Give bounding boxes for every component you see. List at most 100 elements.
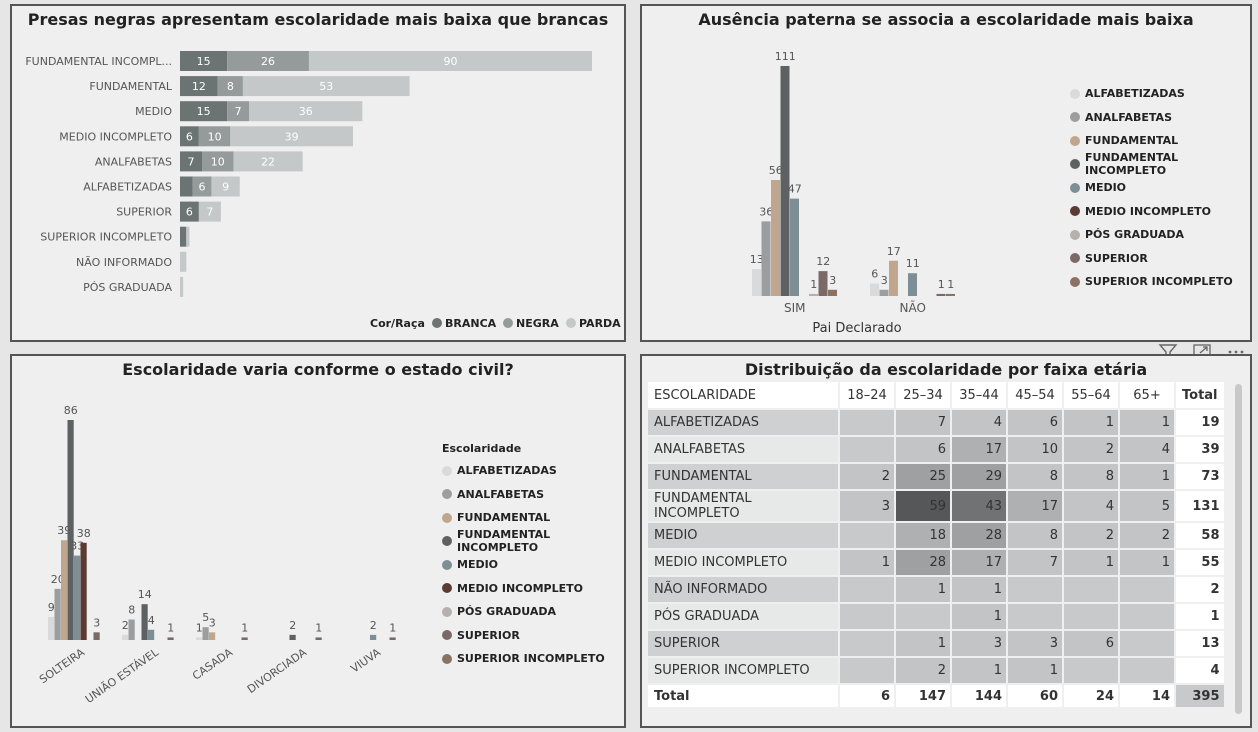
row-label: FUNDAMENTAL: [648, 464, 838, 489]
data-label: 90: [443, 55, 457, 68]
bar-segment-parda: [242, 76, 410, 97]
column-header-total[interactable]: Total: [1176, 382, 1224, 408]
matrix-cell: 1: [896, 577, 950, 602]
matrix-cell: 5: [1120, 491, 1174, 521]
more-options-icon[interactable]: [1223, 343, 1249, 369]
row-total: 73: [1176, 464, 1224, 489]
bar-segment-negra: [192, 176, 212, 197]
row-label: PÓS GRADUADA: [648, 604, 838, 629]
bar-segment-branca: [180, 226, 187, 247]
bar-segment-parda: [308, 51, 592, 71]
bar: [936, 293, 946, 296]
matrix-cell: 8: [1008, 523, 1062, 548]
row-total: 4: [1176, 658, 1224, 683]
row-label: NÃO INFORMADO: [648, 577, 838, 602]
legend-label: MEDIO: [457, 558, 499, 572]
table-row[interactable]: MEDIO 18 28 8 2 2 58: [648, 523, 1224, 548]
legend-label: SUPERIOR INCOMPLETO: [1085, 275, 1233, 289]
table-row[interactable]: FUNDAMENTAL INCOMPLETO 3 59 43 17 4 5 131: [648, 491, 1224, 521]
data-label: 4: [148, 614, 155, 627]
legend-item: MEDIO: [1070, 176, 1250, 200]
table-row[interactable]: ANALFABETAS 6 17 10 2 4 39: [648, 437, 1224, 462]
legend-item: MEDIO INCOMPLETO: [442, 577, 624, 601]
legend-dot: [1070, 88, 1080, 99]
row-label: ANALFABETAS: [648, 437, 838, 462]
bar-segment-parda: [180, 251, 187, 272]
legend-label: SUPERIOR: [457, 628, 520, 642]
bar: [289, 634, 296, 640]
matrix-cell: 18: [896, 523, 950, 548]
table-row[interactable]: MEDIO INCOMPLETO 1 28 17 7 1 1 55: [648, 550, 1224, 575]
data-label: 6: [186, 206, 193, 219]
matrix-cell: 2: [1064, 437, 1118, 462]
legend-item: FUNDAMENTAL INCOMPLETO: [442, 528, 624, 555]
matrix-cell: 1: [952, 604, 1006, 629]
row-label: ALFABETIZADAS: [648, 410, 838, 435]
data-label: 17: [887, 245, 901, 258]
legend-item: MEDIO INCOMPLETO: [1070, 200, 1250, 224]
row-label: SUPERIOR: [648, 631, 838, 656]
legend-dot: [442, 559, 452, 570]
legend-dot: [442, 465, 452, 476]
matrix-cell: [1120, 604, 1174, 629]
category-label: NÃO: [900, 300, 926, 315]
data-label: 1: [241, 621, 248, 634]
category-label: DIVORCIADA: [245, 646, 309, 697]
matrix-cell: 3: [1008, 631, 1062, 656]
data-label: 111: [775, 50, 796, 63]
column-header[interactable]: 35–44: [952, 382, 1006, 408]
data-label: 11: [906, 257, 920, 270]
column-header[interactable]: 55–64: [1064, 382, 1118, 408]
category-label: SUPERIOR: [116, 206, 172, 219]
bar-segment-branca: [180, 51, 228, 71]
data-label: 1: [196, 621, 203, 634]
matrix-cell: 1: [896, 631, 950, 656]
data-label: 1: [389, 621, 396, 634]
matrix-cell: 1: [1120, 410, 1174, 435]
legend-item: ANALFABETAS: [442, 483, 624, 507]
data-label: 7: [206, 206, 213, 219]
row-label: SUPERIOR INCOMPLETO: [648, 658, 838, 683]
row-label: Total: [648, 685, 838, 707]
matrix-cell: 7: [1008, 550, 1062, 575]
bar: [67, 420, 74, 640]
row-total: 131: [1176, 491, 1224, 521]
data-label: 1: [167, 621, 174, 634]
column-header[interactable]: 18–24: [840, 382, 894, 408]
table-row[interactable]: SUPERIOR INCOMPLETO 2 1 1 4: [648, 658, 1224, 683]
legend-label: PÓS GRADUADA: [1085, 228, 1185, 242]
column-header[interactable]: 65+: [1120, 382, 1174, 408]
bar: [389, 637, 396, 640]
matrix-cell: 25: [896, 464, 950, 489]
data-label: 12: [192, 80, 206, 93]
vertical-scrollbar[interactable]: [1235, 384, 1242, 714]
bar-segment-negra: [198, 126, 231, 147]
table-row[interactable]: NÃO INFORMADO 1 1 2: [648, 577, 1224, 602]
table-row[interactable]: PÓS GRADUADA 1 1: [648, 604, 1224, 629]
age-education-matrix[interactable]: ESCOLARIDADE 18–24 25–34 35–44 45–54 55–64 65+…: [646, 380, 1226, 709]
data-label: 7: [235, 105, 242, 118]
matrix-cell: 28: [896, 550, 950, 575]
matrix-cell: [840, 410, 894, 435]
legend-dot: [442, 653, 452, 664]
table-row[interactable]: FUNDAMENTAL 2 25 29 8 8 1 73: [648, 464, 1224, 489]
legend-item: SUPERIOR INCOMPLETO: [1070, 270, 1250, 294]
column-header[interactable]: 25–34: [896, 382, 950, 408]
row-label: MEDIO: [648, 523, 838, 548]
data-label: 15: [197, 105, 211, 118]
column-header[interactable]: 45–54: [1008, 382, 1062, 408]
table-row[interactable]: SUPERIOR 1 3 3 6 13: [648, 631, 1224, 656]
bar: [48, 616, 55, 640]
matrix-cell: 29: [952, 464, 1006, 489]
table-row[interactable]: ALFABETIZADAS 7 4 6 1 1 19: [648, 410, 1224, 435]
legend-dot: [566, 318, 576, 328]
legend-item: PÓS GRADUADA: [442, 600, 624, 624]
matrix-cell: 6: [1008, 410, 1062, 435]
legend-label: FUNDAMENTAL: [457, 511, 551, 525]
column-total: 14: [1120, 685, 1174, 707]
category-label: NÃO INFORMADO: [76, 256, 172, 269]
column-header[interactable]: ESCOLARIDADE: [648, 382, 838, 408]
legend-label: FUNDAMENTAL INCOMPLETO: [457, 528, 551, 555]
matrix-cell: 1: [952, 658, 1006, 683]
bar: [780, 66, 790, 296]
